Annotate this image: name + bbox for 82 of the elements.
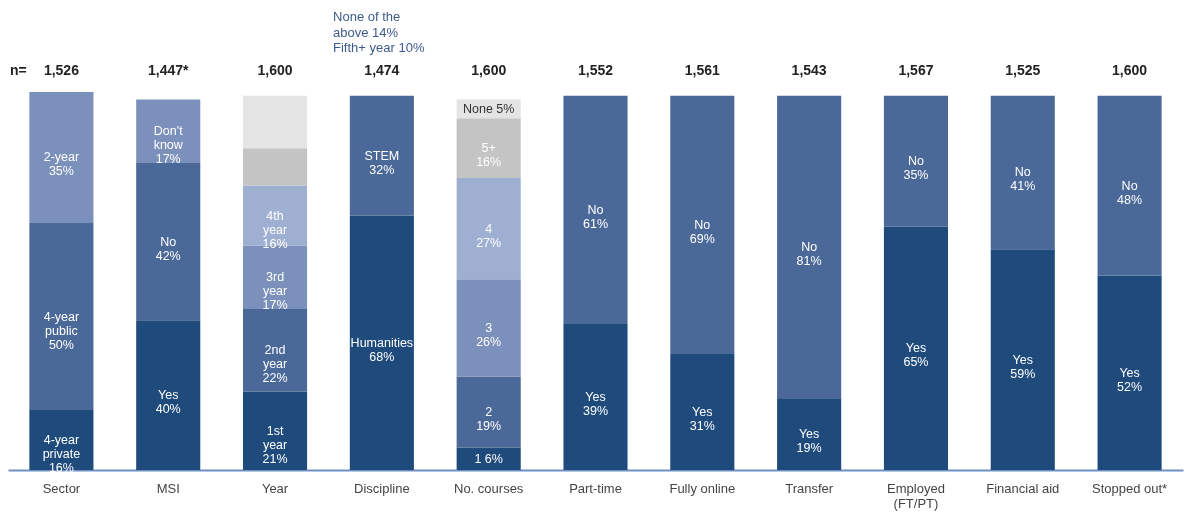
data-label: No 48% [1117, 178, 1143, 207]
bar [349, 95, 414, 216]
bar [990, 95, 1055, 250]
bar [243, 95, 308, 149]
bar [29, 222, 94, 411]
data-label: 3 26% [476, 320, 502, 349]
bar [1097, 275, 1162, 470]
x-tick-label: Financial aid [986, 480, 1060, 496]
x-tick-label: Discipline [354, 480, 410, 496]
data-label: Yes 65% [903, 341, 929, 370]
bar [456, 118, 521, 179]
data-label: Yes 31% [689, 404, 715, 433]
text: 1,526 [43, 62, 80, 78]
x-tick-label: MSI [156, 480, 180, 496]
data-label: No 69% [689, 217, 715, 246]
bar [243, 391, 308, 470]
data-label: No 81% [796, 240, 822, 269]
data-label: 2nd year 22% [262, 343, 288, 386]
text: 1,447* [147, 62, 190, 78]
data-label: Don't know 17% [153, 124, 184, 167]
text: 1,600 [471, 62, 507, 78]
data-label: 4 27% [476, 221, 502, 250]
x-tick-label: Sector [42, 480, 81, 496]
data-label: Yes 19% [796, 427, 822, 456]
data-label: 1 6% [474, 451, 503, 466]
bar [777, 95, 842, 399]
bar [243, 185, 308, 246]
data-label: No 41% [1010, 165, 1036, 194]
bar [563, 95, 628, 325]
data-label: Humanities 68% [350, 335, 414, 364]
bar [29, 92, 94, 223]
data-label: 2-year 35% [43, 150, 80, 179]
data-label: Yes 40% [155, 388, 181, 417]
bar [883, 95, 948, 227]
bar [670, 353, 735, 470]
text: 1,600 [1112, 62, 1148, 78]
text: 1,474 [364, 62, 400, 78]
bar [243, 309, 308, 392]
text: 1,567 [898, 62, 934, 78]
text: 1,525 [1005, 62, 1041, 78]
data-label: No 35% [903, 154, 929, 183]
data-label: 4-year public 50% [43, 309, 80, 352]
x-tick-label: Year [261, 480, 289, 496]
bar [349, 215, 414, 470]
bar [136, 163, 201, 321]
text: 1,600 [257, 62, 293, 78]
data-label: No 61% [582, 202, 609, 231]
bar [670, 95, 735, 354]
x-tick-label: No. courses [453, 480, 524, 496]
data-label: 3rd year 17% [262, 270, 288, 313]
data-label: Yes 39% [582, 390, 609, 419]
data-label: 4th year 16% [262, 208, 288, 251]
text: n= [10, 62, 27, 78]
data-label: 5+ 16% [476, 141, 502, 170]
x-tick-label: Part-time [569, 480, 622, 496]
data-label: No 42% [155, 234, 181, 263]
bar [563, 324, 628, 470]
bar [136, 320, 201, 470]
data-label: None 5% [462, 101, 515, 116]
data-label: 1st year 21% [262, 423, 288, 466]
bar [883, 226, 948, 470]
text: 1,543 [791, 62, 827, 78]
bar [456, 279, 521, 377]
text: 1,552 [577, 62, 614, 78]
bar [456, 376, 521, 448]
x-tick-label: Fully online [669, 480, 736, 496]
data-label: STEM 32% [364, 148, 400, 177]
bar [777, 398, 842, 470]
text: Fifth+ year 10% [333, 40, 425, 55]
x-tick-label: Stopped out* [1092, 480, 1168, 496]
bar [456, 178, 521, 280]
data-label: Yes 59% [1010, 352, 1036, 381]
x-tick-label: Transfer [785, 480, 834, 496]
x-tick-label: Employed (FT/PT) [887, 480, 945, 511]
bar [243, 148, 308, 186]
data-label: Yes 52% [1117, 365, 1143, 394]
bar [1097, 95, 1162, 276]
bar [990, 249, 1055, 470]
text: None of the above 14% [333, 9, 401, 40]
data-label: 2 19% [476, 404, 502, 433]
bar [136, 99, 201, 164]
text: 1,561 [684, 62, 721, 78]
